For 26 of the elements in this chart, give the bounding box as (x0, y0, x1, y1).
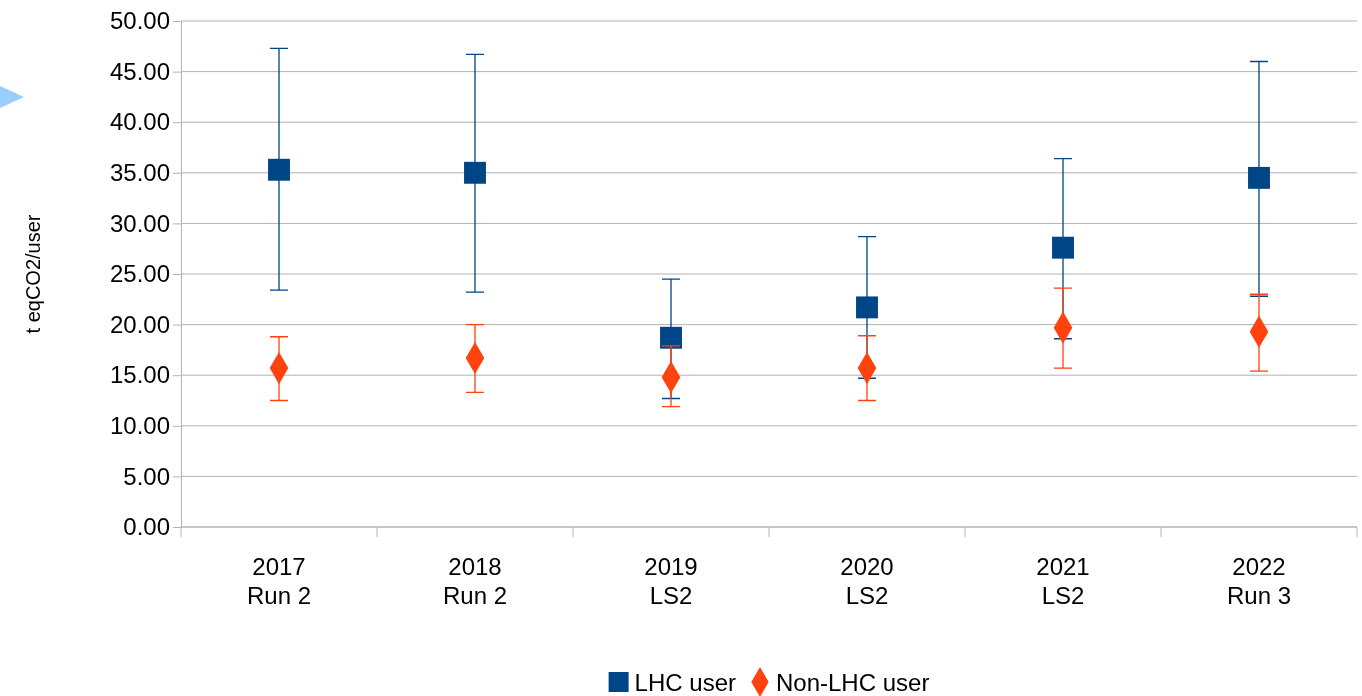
point (1248, 166, 1270, 189)
y-tick-label: 35.00 (109, 158, 170, 186)
point (856, 296, 878, 319)
legend-label: Non-LHC user (775, 669, 930, 696)
y-tick-label: 40.00 (109, 108, 170, 136)
y-tick-label: 0.00 (123, 513, 170, 541)
y-tick-label: 30.00 (109, 209, 170, 237)
y-tick-label: 5.00 (123, 462, 170, 490)
x-tick-label: 2018 Run 2 (442, 553, 508, 609)
point (464, 161, 486, 184)
y-axis-title: t eqCO2/user (22, 214, 44, 334)
y-tick-label: 25.00 (109, 260, 170, 288)
legend-label: LHC user (634, 669, 736, 696)
point (268, 158, 290, 181)
x-tick-label: 2019 LS2 (644, 553, 698, 609)
x-tick-label: 2017 Run 2 (246, 553, 312, 609)
x-tick-label: 2021 LS2 (1036, 553, 1090, 609)
y-tick-label: 15.00 (109, 361, 170, 389)
point (1052, 236, 1074, 259)
x-tick-label: 2022 Run 3 (1226, 553, 1292, 609)
point (660, 326, 682, 349)
y-tick-label: 50.00 (109, 7, 170, 35)
y-tick-label: 20.00 (109, 310, 170, 338)
x-tick-label: 2020 LS2 (840, 553, 894, 609)
y-tick-label: 45.00 (109, 57, 170, 85)
y-tick-label: 10.00 (109, 411, 170, 439)
